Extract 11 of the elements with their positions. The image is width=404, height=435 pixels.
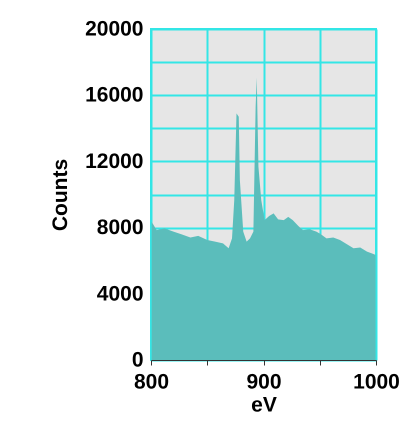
y-tick-label: 12000	[85, 150, 144, 173]
y-tick-label: 4000	[96, 282, 144, 306]
y-tick-label: 20000	[85, 18, 144, 40]
y-axis-title: Counts	[49, 158, 72, 232]
y-tick-label: 0	[132, 348, 144, 372]
x-axis-title: eV	[251, 394, 277, 416]
x-tick-label: 900	[246, 370, 282, 394]
x-tick-label: 1000	[353, 370, 400, 394]
y-tick-label: 8000	[96, 216, 144, 240]
x-tick-label: 800	[134, 370, 170, 394]
y-tick-label: 16000	[85, 84, 144, 107]
